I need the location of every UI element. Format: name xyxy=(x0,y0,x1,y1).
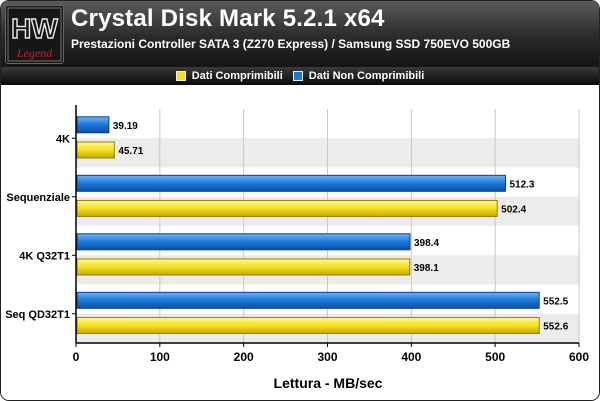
bar-incompressible-0 xyxy=(76,116,110,134)
value-label: 398.1 xyxy=(414,263,439,274)
x-tick-label: 200 xyxy=(234,350,254,364)
x-tick-label: 500 xyxy=(485,350,505,364)
hwlegend-logo: HW Legend xyxy=(5,5,64,64)
chart-title: Crystal Disk Mark 5.2.1 x64 xyxy=(71,5,385,32)
bar-compressible-0 xyxy=(76,141,115,159)
category-label: 4K xyxy=(56,133,70,145)
bar-chart: 39.19 45.71 4K 512.3 502.4 Sequenziale 398.4 39… xyxy=(5,105,589,391)
logo-hw-text: HW xyxy=(11,13,58,44)
bar-incompressible-1 xyxy=(76,174,506,192)
value-label: 552.5 xyxy=(543,296,568,307)
x-tick-label: 100 xyxy=(150,350,170,364)
plot-area: 39.19 45.71 4K 512.3 502.4 Sequenziale 398.4 39… xyxy=(1,85,599,400)
x-tick-label: 0 xyxy=(73,350,80,364)
value-label: 502.4 xyxy=(501,204,526,215)
legend-label-compressible: Dati Comprimibili xyxy=(191,70,283,82)
x-tick-label: 600 xyxy=(569,350,589,364)
bar-incompressible-3 xyxy=(76,291,540,309)
legend-item-incompressible: Dati Non Comprimibili xyxy=(292,70,425,82)
bar-incompressible-2 xyxy=(76,233,411,251)
value-label: 552.6 xyxy=(543,321,568,332)
x-axis-title: Lettura - MB/sec xyxy=(274,375,383,391)
logo-legend-text: Legend xyxy=(16,46,53,60)
legend-label-incompressible: Dati Non Comprimibili xyxy=(308,70,425,82)
chart-subtitle: Prestazioni Controller SATA 3 (Z270 Expr… xyxy=(71,37,511,51)
legend-swatch-blue xyxy=(292,71,303,81)
x-tick-label: 400 xyxy=(401,350,421,364)
chart-header: HW Legend Crystal Disk Mark 5.2.1 x64 Pr… xyxy=(1,1,599,67)
bar-compressible-1 xyxy=(76,199,498,217)
category-label: Seq QD32T1 xyxy=(5,309,70,321)
x-tick-label: 300 xyxy=(317,350,337,364)
legend-item-compressible: Dati Comprimibili xyxy=(175,70,283,82)
legend: Dati Comprimibili Dati Non Comprimibili xyxy=(1,67,599,85)
bar-compressible-2 xyxy=(76,258,411,276)
value-label: 398.4 xyxy=(414,238,439,249)
legend-swatch-yellow xyxy=(175,71,186,81)
logo-graphic: HW Legend xyxy=(6,6,63,63)
value-label: 39.19 xyxy=(113,121,138,132)
category-label: 4K Q32T1 xyxy=(19,250,70,262)
bar-compressible-3 xyxy=(76,316,540,334)
category-label: Sequenziale xyxy=(6,192,70,204)
value-label: 45.71 xyxy=(118,146,143,157)
value-label: 512.3 xyxy=(509,179,534,190)
